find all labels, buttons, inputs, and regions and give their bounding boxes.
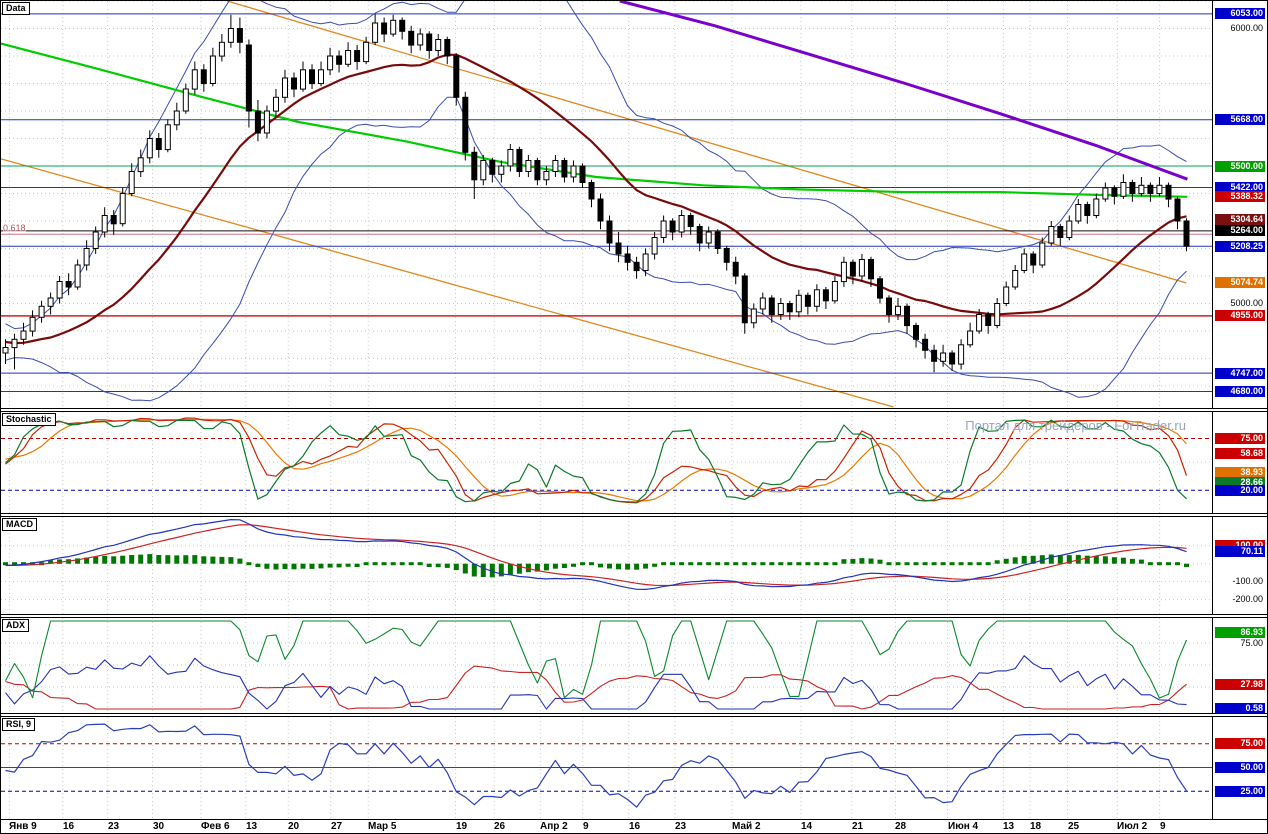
macd-row: MACD 100.0070.11-100.00-200.00 xyxy=(1,517,1267,614)
price-label: 0.58 xyxy=(1215,703,1265,713)
main-price-scale[interactable]: 6053.00 6000.00 5668.00 5500.00 5422.00 5388.… xyxy=(1213,1,1267,408)
price-label: 86.93 xyxy=(1215,627,1265,638)
macd-scale[interactable]: 100.0070.11-100.00-200.00 xyxy=(1213,517,1267,614)
stochastic-canvas xyxy=(1,412,1212,513)
date-label: Июл 2 xyxy=(1117,821,1148,832)
date-label: 30 xyxy=(153,821,165,832)
panel-title-adx: ADX xyxy=(2,619,30,632)
macd-canvas xyxy=(1,517,1212,614)
price-label: 38.93 xyxy=(1215,466,1265,478)
panel-title-macd: MACD xyxy=(2,518,37,531)
price-label: 75.00 xyxy=(1215,738,1265,750)
axis-label: 6000.00 xyxy=(1230,23,1263,33)
adx-row: ADX 86.93 75.00 27.98 0.58 xyxy=(1,618,1267,713)
main-chart-panel[interactable]: Data 0.618 xyxy=(1,1,1213,408)
macd-panel[interactable]: MACD xyxy=(1,517,1213,614)
date-label: Мар 5 xyxy=(368,821,397,832)
rsi-canvas xyxy=(1,717,1212,819)
date-label: Янв 9 xyxy=(9,821,37,832)
price-label: 5074.74 xyxy=(1215,277,1265,289)
date-label: 23 xyxy=(108,821,120,832)
date-label: Июн 4 xyxy=(948,821,979,832)
rsi-row: RSI, 9 75.00 50.00 25.00 xyxy=(1,717,1267,819)
date-label: 27 xyxy=(331,821,343,832)
date-label: Май 2 xyxy=(732,821,761,832)
price-label: 58.68 xyxy=(1215,448,1265,460)
panel-separator xyxy=(1,408,1267,412)
adx-panel[interactable]: ADX xyxy=(1,618,1213,713)
date-label: 9 xyxy=(1160,821,1166,832)
date-label: 26 xyxy=(494,821,506,832)
fib-level-label: 0.618 xyxy=(3,223,26,233)
stochastic-panel[interactable]: Stochastic Портал для трейдеров - ForTra… xyxy=(1,412,1213,513)
date-label: 21 xyxy=(852,821,864,832)
axis-label: -200.00 xyxy=(1232,594,1263,605)
price-label: 4955.00 xyxy=(1215,310,1265,322)
date-label: 9 xyxy=(583,821,589,832)
price-label: 28.66 xyxy=(1215,476,1265,488)
price-label: 70.11 xyxy=(1215,545,1265,557)
stochastic-scale[interactable]: 75.00 58.68 38.93 28.66 20.00 xyxy=(1213,412,1267,513)
price-label: 5500.00 xyxy=(1215,160,1265,172)
date-label: 13 xyxy=(1003,821,1015,832)
price-label: 5668.00 xyxy=(1215,114,1265,126)
date-label: 13 xyxy=(246,821,258,832)
price-label: 5264.00 xyxy=(1215,225,1265,237)
date-label: Апр 2 xyxy=(540,821,568,832)
date-label: 23 xyxy=(675,821,687,832)
panel-separator xyxy=(1,513,1267,517)
panel-separator xyxy=(1,713,1267,717)
date-label: 19 xyxy=(456,821,468,832)
price-label: 75.00 xyxy=(1215,433,1265,444)
date-label: 25 xyxy=(1068,821,1080,832)
price-label: 27.98 xyxy=(1215,678,1265,690)
stochastic-row: Stochastic Портал для трейдеров - ForTra… xyxy=(1,412,1267,513)
date-label: 18 xyxy=(1030,821,1042,832)
price-label: 5304.64 xyxy=(1215,214,1265,226)
axis-label: 75.00 xyxy=(1240,637,1263,648)
date-label: 16 xyxy=(63,821,75,832)
rsi-panel[interactable]: RSI, 9 xyxy=(1,717,1213,819)
main-chart-canvas xyxy=(1,1,1212,408)
price-label: 5388.32 xyxy=(1215,191,1265,203)
watermark: Портал для трейдеров - ForTrader.ru xyxy=(965,418,1186,433)
panel-title-data: Data xyxy=(2,2,30,15)
main-chart-row: Data 0.618 6053.00 6000.00 5668.00 5500.00 5… xyxy=(1,1,1267,408)
price-label: 50.00 xyxy=(1215,762,1265,773)
price-label: 4680.00 xyxy=(1215,386,1265,397)
time-axis[interactable]: Янв 9 16 23 30 Фев 6 13 20 27 Мар 5 19 26 Апр 2 9 16 2… xyxy=(1,819,1267,833)
price-label: 4747.00 xyxy=(1215,367,1265,379)
price-label: 5208.25 xyxy=(1215,240,1265,252)
date-label: 14 xyxy=(801,821,813,832)
adx-canvas xyxy=(1,618,1212,713)
adx-scale[interactable]: 86.93 75.00 27.98 0.58 xyxy=(1213,618,1267,713)
price-label: 25.00 xyxy=(1215,785,1265,797)
panel-separator xyxy=(1,614,1267,618)
date-label: 28 xyxy=(895,821,907,832)
date-label: 20 xyxy=(288,821,300,832)
price-label: 6053.00 xyxy=(1215,8,1265,20)
panel-title-rsi: RSI, 9 xyxy=(2,718,36,731)
rsi-scale[interactable]: 75.00 50.00 25.00 xyxy=(1213,717,1267,819)
axis-label: -100.00 xyxy=(1232,576,1263,587)
axis-label: 5000.00 xyxy=(1230,298,1263,308)
date-label: Фев 6 xyxy=(201,821,230,832)
date-label: 16 xyxy=(629,821,641,832)
price-label: 5422.00 xyxy=(1215,181,1265,193)
panel-title-stochastic: Stochastic xyxy=(2,413,56,426)
price-label: 20.00 xyxy=(1215,484,1265,496)
